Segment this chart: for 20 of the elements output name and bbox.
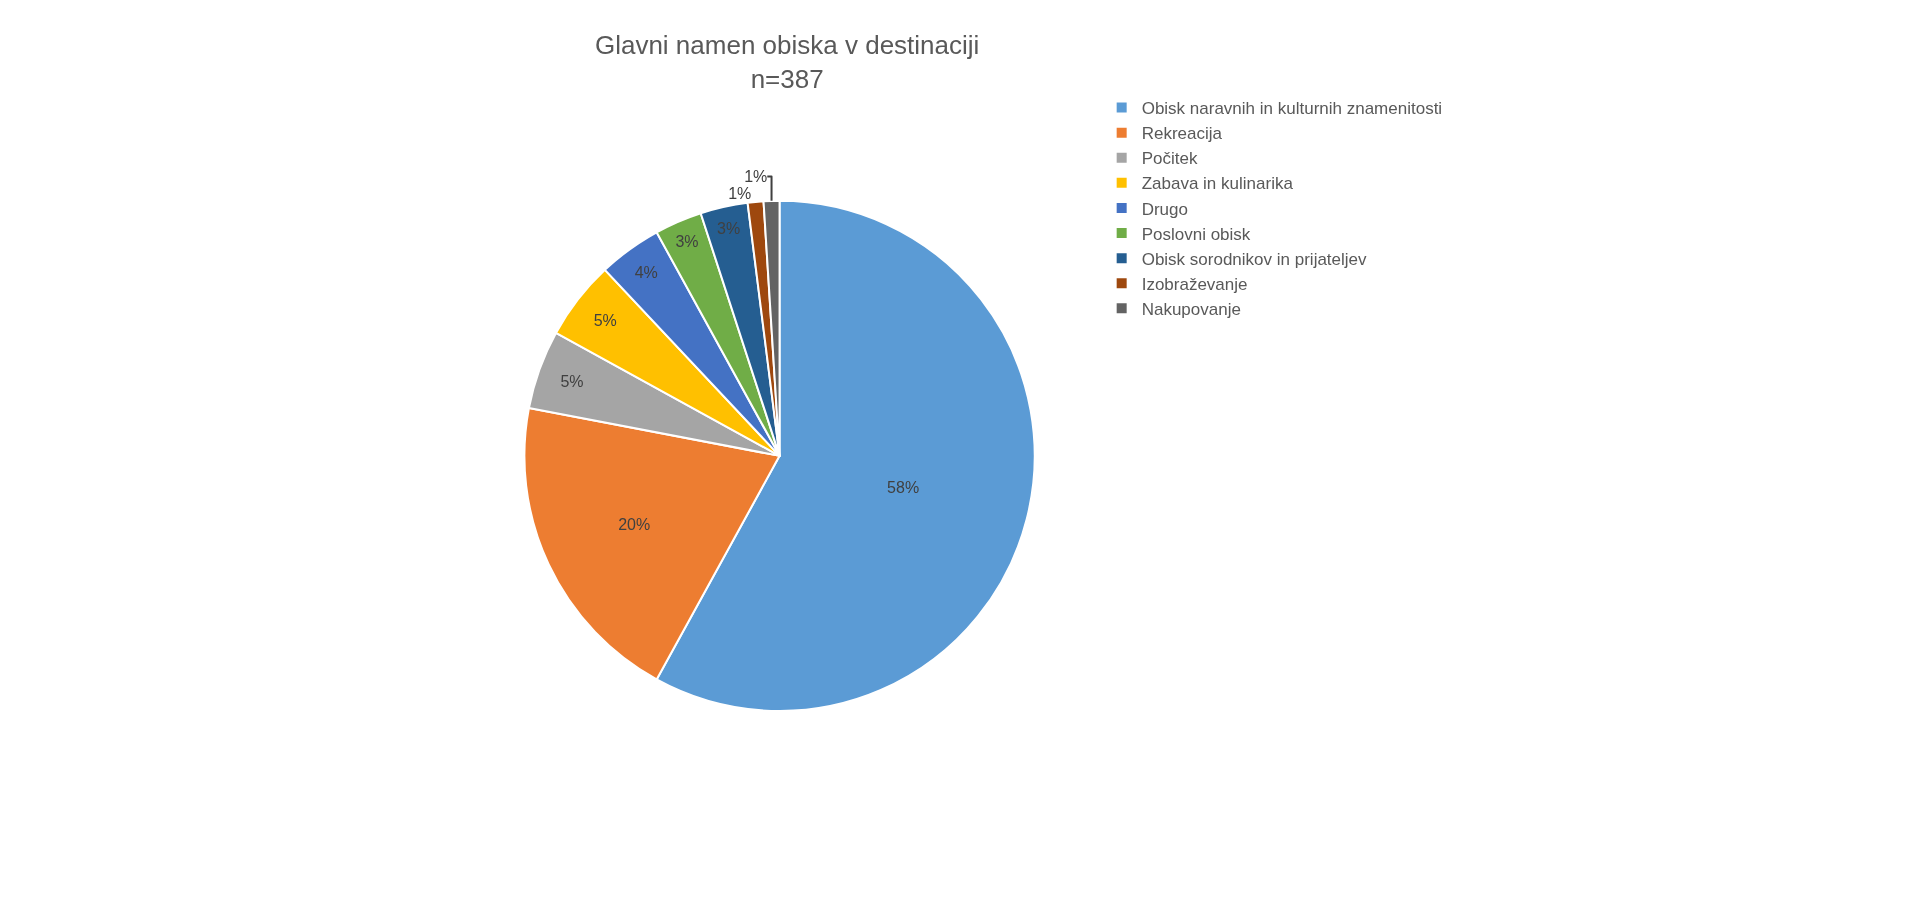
data-label: 5% xyxy=(560,372,584,390)
data-label: 20% xyxy=(618,515,651,533)
legend-label: Nakupovanje xyxy=(1141,299,1241,319)
data-label: 1% xyxy=(728,184,752,202)
data-label: 5% xyxy=(593,312,617,330)
legend-label: Obisk naravnih in kulturnih znamenitosti xyxy=(1141,99,1443,119)
legend-label: Obisk sorodnikov in prijateljev xyxy=(1141,249,1368,269)
legend-label: Poslovni obisk xyxy=(1141,224,1251,244)
legend-label: Rekreacija xyxy=(1141,124,1223,144)
data-label: 58% xyxy=(887,479,920,497)
legend-label: Izobraževanje xyxy=(1141,274,1248,294)
data-label: 4% xyxy=(634,263,658,281)
data-label: 3% xyxy=(717,219,741,237)
chart-title: Glavni namen obiska v destinaciji xyxy=(594,30,980,60)
data-label: 1% xyxy=(744,167,768,185)
chart-subtitle: n=387 xyxy=(750,63,824,94)
legend-label: Počitek xyxy=(1141,149,1198,169)
legend-label: Zabava in kulinarika xyxy=(1141,174,1294,194)
data-label: 3% xyxy=(675,233,699,251)
legend-label: Drugo xyxy=(1141,199,1188,219)
